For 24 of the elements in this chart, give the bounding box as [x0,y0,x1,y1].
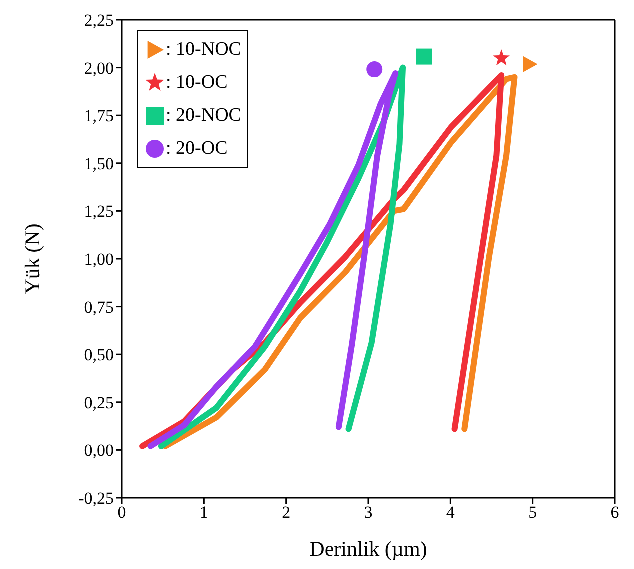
x-tick-label: 1 [200,503,208,522]
x-tick-label: 0 [118,503,126,522]
x-tick-label: 3 [364,503,373,522]
y-tick-label: 1,50 [84,154,114,174]
y-axis-title: Yük (N) [20,224,44,294]
legend-label: : 20-NOC [166,104,242,126]
x-tick-label: 4 [446,503,456,522]
y-tick-label: 2,00 [84,58,114,78]
y-tick-label: -0,25 [78,489,114,508]
legend-label: : 10-NOC [166,38,242,60]
y-tick-label: 1,75 [84,106,114,126]
y-tick-label: 0,75 [84,298,114,317]
x-axis-title: Derinlik (µm) [310,537,428,561]
x-tick-label: 6 [610,503,620,522]
x-tick-label: 5 [528,503,538,522]
y-tick-label: 0,00 [84,441,114,460]
y-tick-label: 0,50 [84,346,114,365]
legend-label: : 20-OC [166,138,228,160]
y-tick-label: 1,00 [84,250,114,270]
y-tick-label: 0,25 [84,393,114,412]
y-tick-label: 1,25 [84,202,114,222]
y-tick-label: 2,25 [84,11,114,30]
x-tick-label: 2 [282,503,291,522]
legend-label: : 10-OC [166,72,228,94]
